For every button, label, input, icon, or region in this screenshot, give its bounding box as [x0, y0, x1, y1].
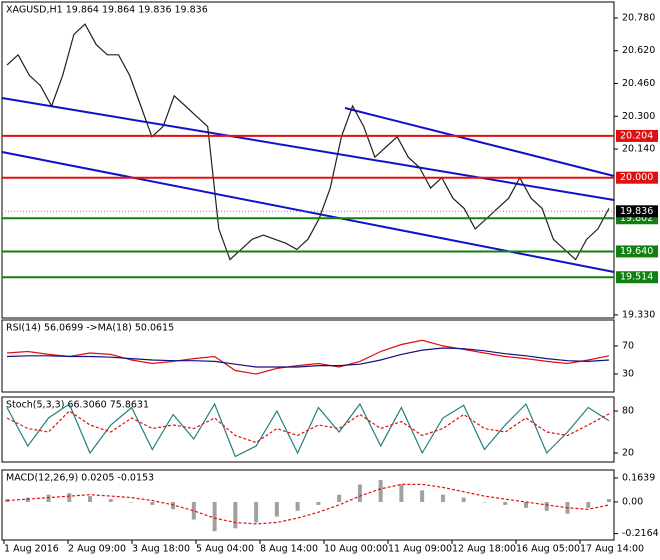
x-tick-label: 16 Aug 05:00 [516, 544, 580, 555]
histogram-bar [295, 501, 300, 511]
y-tick-label: 80 [622, 405, 634, 416]
level-label-box [616, 245, 658, 258]
histogram-bar [440, 494, 445, 502]
panel-title: RSI(14) 56.0699 ->MA(18) 50.0615 [6, 323, 174, 334]
histogram-bar [233, 501, 238, 529]
trendline [1, 97, 615, 201]
histogram-bar [399, 484, 404, 502]
x-tick-label: 2 Aug 09:00 [68, 544, 126, 555]
histogram-bar [357, 484, 362, 502]
panel-title: MACD(12,26,9) 0.0205 -0.0153 [6, 473, 154, 484]
panel-title: Stoch(5,3,3) 66.3060 75.8631 [6, 400, 149, 411]
y-tick-label: -0.2164 [622, 528, 659, 539]
histogram-bar [129, 501, 134, 503]
histogram-bar [150, 501, 155, 505]
panel-frame [1, 1, 615, 319]
x-tick-label: 1 Aug 2016 [4, 544, 59, 555]
y-tick-label: 20.140 [622, 144, 655, 155]
x-tick-label: 12 Aug 18:00 [452, 544, 516, 555]
histogram-bar [482, 501, 487, 503]
histogram-bar [503, 501, 508, 505]
x-tick-label: 11 Aug 09:00 [388, 544, 452, 555]
x-tick-label: 8 Aug 14:00 [260, 544, 318, 555]
y-tick-label: 0.1639 [622, 473, 655, 484]
histogram-bar [25, 497, 30, 502]
series-line [6, 339, 610, 375]
histogram-bar [523, 501, 528, 508]
trendline [344, 107, 615, 177]
level-label-box [616, 129, 658, 142]
histogram-bar [212, 501, 217, 532]
series-line [6, 23, 610, 261]
x-tick-label: 5 Aug 04:00 [196, 544, 254, 555]
y-tick-label: 0.00 [622, 496, 643, 507]
panel-title: XAGUSD,H1 19.864 19.864 19.836 19.836 [6, 5, 208, 16]
histogram-bar [337, 494, 342, 502]
price-label-box [616, 205, 658, 218]
y-tick-label: 19.330 [622, 309, 655, 320]
histogram-bar [316, 501, 321, 505]
series-line [6, 483, 610, 525]
y-tick-label: 70 [622, 340, 634, 351]
level-label: 20.204 [620, 130, 653, 141]
price-label: 19.836 [620, 206, 653, 217]
level-label-box [616, 171, 658, 184]
histogram-bar [108, 499, 113, 502]
series-line [6, 410, 610, 444]
histogram-bar [586, 501, 591, 508]
y-tick-label: 20.460 [622, 78, 655, 89]
x-tick-label: 10 Aug 00:00 [324, 544, 388, 555]
histogram-bar [171, 501, 176, 510]
panel-frame [1, 469, 615, 541]
y-tick-label: 20.620 [622, 45, 655, 56]
histogram-bar [46, 494, 51, 502]
histogram-bar [544, 501, 549, 511]
panel-frame [1, 396, 615, 463]
x-tick-label: 3 Aug 18:00 [132, 544, 190, 555]
series-line [6, 347, 610, 368]
x-tick-label: 17 Aug 14:00 [580, 544, 644, 555]
level-label: 20.000 [620, 172, 653, 183]
histogram-bar [607, 499, 611, 502]
level-label: 19.640 [620, 246, 653, 257]
histogram-bar [274, 501, 279, 517]
y-tick-label: 20.300 [622, 111, 655, 122]
histogram-bar [88, 496, 93, 502]
level-label: 19.802 [620, 213, 653, 224]
y-tick-label: 20.780 [622, 12, 655, 23]
panel-frame [1, 319, 615, 393]
histogram-bar [461, 497, 466, 502]
histogram-bar [5, 499, 9, 502]
histogram-bar [420, 490, 425, 502]
histogram-bar [254, 501, 259, 523]
level-label-box [616, 271, 658, 284]
y-tick-label: 20 [622, 447, 634, 458]
histogram-bar [67, 493, 72, 502]
level-label: 19.514 [620, 272, 653, 283]
y-tick-label: 30 [622, 368, 634, 379]
histogram-bar [378, 480, 383, 502]
histogram-bar [191, 501, 196, 520]
